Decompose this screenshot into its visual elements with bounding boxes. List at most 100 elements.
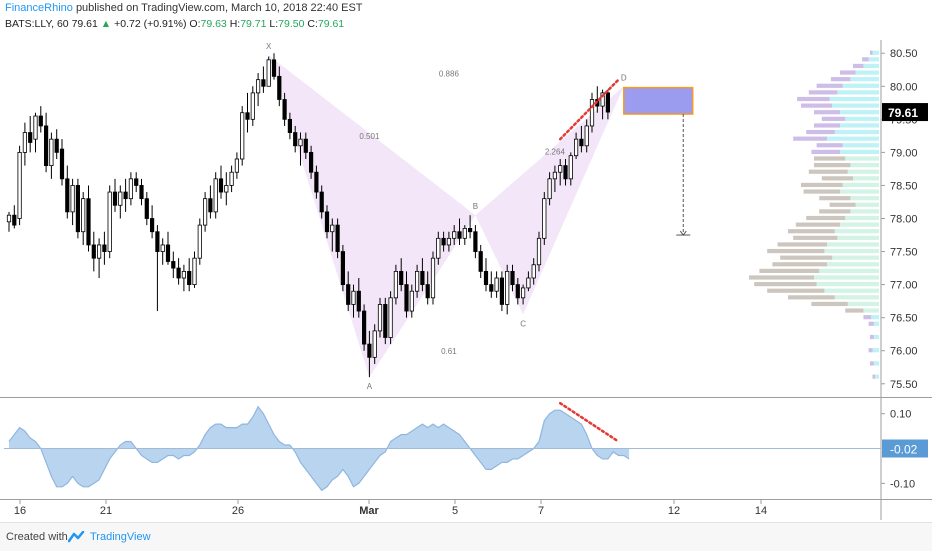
- candle[interactable]: [22, 132, 28, 153]
- author-link[interactable]: FinanceRhino: [5, 2, 73, 14]
- candle[interactable]: [261, 79, 266, 87]
- candle[interactable]: [165, 244, 171, 262]
- candle[interactable]: [277, 75, 282, 100]
- candle[interactable]: [425, 284, 430, 299]
- price-chart[interactable]: X A B C D 0.886 0.501 2.264 0.61 75.50 76.00 76.50 7…: [0, 36, 932, 520]
- candle[interactable]: [420, 270, 425, 286]
- candle[interactable]: [266, 59, 271, 87]
- candle[interactable]: [49, 138, 54, 167]
- candle[interactable]: [240, 112, 245, 160]
- candle[interactable]: [271, 59, 277, 77]
- candle[interactable]: [102, 244, 107, 252]
- candle[interactable]: [414, 270, 420, 292]
- candle[interactable]: [319, 191, 324, 213]
- candle[interactable]: [505, 270, 510, 305]
- candle[interactable]: [176, 267, 181, 279]
- oscillator-value-tag[interactable]: [882, 439, 928, 458]
- candle[interactable]: [218, 178, 224, 193]
- candle[interactable]: [144, 198, 149, 219]
- candle[interactable]: [245, 112, 250, 120]
- main-pane[interactable]: X A B C D 0.886 0.501 2.264 0.61 75.50 76.00 76.50 7…: [0, 40, 932, 520]
- candle[interactable]: [54, 138, 59, 153]
- candle[interactable]: [250, 92, 255, 120]
- candle[interactable]: [197, 224, 202, 259]
- candle[interactable]: [489, 284, 494, 292]
- candle[interactable]: [361, 310, 367, 345]
- candle[interactable]: [287, 118, 293, 133]
- candle[interactable]: [75, 185, 80, 233]
- candle[interactable]: [542, 198, 547, 239]
- candle[interactable]: [44, 125, 49, 167]
- candle[interactable]: [436, 237, 441, 259]
- candle[interactable]: [314, 171, 319, 193]
- candle[interactable]: [224, 185, 229, 193]
- candle[interactable]: [118, 191, 123, 206]
- candle[interactable]: [308, 151, 314, 173]
- candle[interactable]: [558, 165, 563, 173]
- candle[interactable]: [234, 158, 239, 173]
- candle[interactable]: [160, 244, 165, 252]
- candle[interactable]: [192, 257, 197, 286]
- candle[interactable]: [483, 270, 489, 286]
- candle[interactable]: [356, 290, 361, 312]
- candle[interactable]: [86, 198, 91, 246]
- candle[interactable]: [605, 92, 611, 113]
- candle[interactable]: [494, 277, 499, 292]
- candle[interactable]: [107, 191, 112, 252]
- tradingview-logo-icon[interactable]: [67, 530, 86, 548]
- candle[interactable]: [298, 138, 303, 147]
- candle[interactable]: [6, 214, 12, 223]
- time-axis[interactable]: 16 21 26 Mar 5 7 12 14: [14, 500, 767, 517]
- candle[interactable]: [324, 211, 330, 233]
- candle[interactable]: [584, 125, 589, 147]
- candle[interactable]: [441, 237, 446, 246]
- candle[interactable]: [574, 138, 579, 157]
- candle[interactable]: [526, 277, 531, 289]
- candle[interactable]: [536, 237, 542, 266]
- candle[interactable]: [372, 330, 377, 358]
- candle[interactable]: [91, 244, 96, 259]
- candle[interactable]: [155, 231, 160, 252]
- candle[interactable]: [17, 151, 22, 219]
- candle[interactable]: [171, 261, 176, 269]
- candle[interactable]: [213, 178, 218, 213]
- candle[interactable]: [579, 138, 584, 147]
- candle[interactable]: [531, 264, 536, 279]
- candle[interactable]: [563, 165, 568, 180]
- candle[interactable]: [393, 270, 399, 299]
- candle[interactable]: [600, 92, 605, 107]
- candle[interactable]: [340, 251, 346, 286]
- candle[interactable]: [181, 270, 186, 279]
- candle[interactable]: [547, 178, 552, 200]
- candle[interactable]: [409, 290, 414, 312]
- candle[interactable]: [38, 115, 43, 127]
- candle[interactable]: [255, 79, 261, 94]
- candle[interactable]: [134, 178, 139, 186]
- tradingview-link[interactable]: TradingView: [90, 531, 151, 543]
- candle[interactable]: [552, 171, 558, 180]
- candle[interactable]: [293, 132, 298, 147]
- candle[interactable]: [452, 231, 457, 239]
- candle[interactable]: [33, 115, 38, 140]
- candle[interactable]: [478, 251, 483, 272]
- candle[interactable]: [187, 270, 192, 286]
- candle[interactable]: [430, 257, 436, 299]
- candle[interactable]: [346, 284, 351, 305]
- candle[interactable]: [399, 270, 404, 286]
- candle[interactable]: [59, 148, 65, 180]
- last-price-tag[interactable]: [882, 103, 928, 122]
- candle[interactable]: [128, 178, 133, 200]
- candle[interactable]: [388, 297, 393, 338]
- target-zone-box[interactable]: [623, 86, 694, 115]
- candle[interactable]: [28, 132, 33, 143]
- oscillator-pane[interactable]: 0.10 -0.10 -0.02: [4, 401, 928, 492]
- candle[interactable]: [467, 228, 473, 233]
- candle[interactable]: [12, 214, 17, 226]
- candle[interactable]: [149, 218, 155, 233]
- candle[interactable]: [202, 198, 208, 226]
- price-divergence-line[interactable]: [558, 78, 620, 141]
- candle[interactable]: [446, 237, 452, 246]
- candle[interactable]: [510, 270, 515, 286]
- candle[interactable]: [351, 290, 356, 305]
- candle[interactable]: [229, 171, 234, 186]
